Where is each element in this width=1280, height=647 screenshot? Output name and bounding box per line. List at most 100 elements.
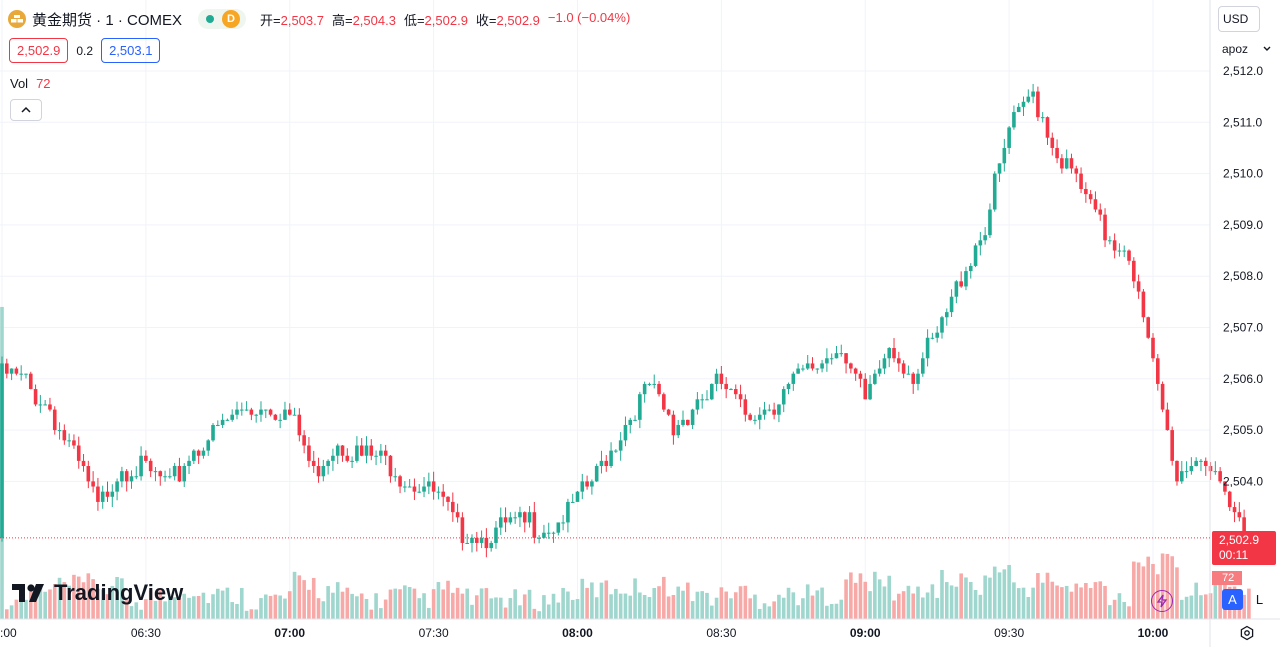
candle-body [863,378,868,400]
candle [115,478,119,501]
volume-bar [498,597,503,619]
volume-bar [954,586,959,619]
candle [1021,96,1026,116]
candle [877,360,882,377]
candle [19,365,23,381]
volume-bar [206,603,211,619]
volume-bar [666,596,671,619]
buy-button[interactable]: 2,503.1 [101,38,161,63]
status-badge: D [222,10,241,28]
candle [738,384,743,407]
candle [43,399,47,406]
volume-bar [196,595,201,619]
candle [273,413,278,421]
candle-body [858,373,863,379]
candle-body [623,424,628,441]
candle-body [455,512,460,518]
candle [887,347,892,368]
candle-body [1218,471,1222,482]
chevron-down-icon [1263,46,1271,51]
volume-bar [1179,599,1184,619]
candle [671,410,676,445]
candle-body [335,445,340,456]
candle [873,369,877,385]
candle-body [144,455,148,461]
candle [1093,191,1098,213]
volume-bar [729,598,733,619]
volume-bar [124,599,129,619]
candle-body [997,163,1002,174]
candle-body [115,481,119,492]
candle-body [1036,91,1040,118]
tradingview-logo[interactable]: TradingView [12,580,183,606]
volume-bar [168,596,172,619]
volume-bar [705,592,709,619]
candle [278,413,282,429]
auto-scale-button[interactable]: A [1222,589,1243,610]
candle-body [954,281,959,297]
candle [714,368,719,392]
sell-button[interactable]: 2,502.9 [9,38,69,63]
candle [829,353,834,365]
candle-body [546,532,551,534]
candle-body [383,450,388,456]
volume-bar [105,594,110,619]
symbol-title[interactable]: 黄金期货 · 1 · COMEX [32,11,183,29]
lightning-button[interactable] [1151,590,1173,612]
candle-body [676,424,681,436]
log-scale-button[interactable]: L [1255,592,1264,607]
candle-body [230,414,234,420]
volume-bar [733,592,738,619]
market-status[interactable]: D [198,9,247,29]
volume-bar [1031,587,1035,619]
volume-bar [988,577,992,619]
candle [9,368,14,381]
candle [1155,354,1160,391]
candle [359,438,364,457]
candle [657,381,661,397]
last-price-value: 2,502.9 [1219,533,1260,547]
volume-bar [163,601,167,619]
candle [614,449,618,453]
currency-button[interactable]: USD [1218,6,1260,32]
candle [781,386,786,413]
candle-body [992,173,997,210]
candle [412,478,417,501]
candle-body [220,419,225,425]
volume-bar [263,594,268,619]
candle [868,375,872,401]
candle [542,524,546,539]
candle [249,407,254,421]
candle [844,353,848,374]
candle [700,393,704,409]
volume-bar [714,597,719,619]
candle-body [849,363,853,369]
y-tick-label: 2,512.0 [1223,64,1263,78]
candle-body [1122,250,1127,252]
volume-bar [268,595,273,619]
volume-bar [311,577,316,619]
chart-settings-button[interactable] [1238,624,1256,642]
candle-body [1151,337,1155,359]
candle [484,528,489,558]
candle-body [968,265,973,272]
candle-body [14,368,19,374]
volume-bar [1112,599,1117,619]
collapse-legend-button[interactable] [10,99,42,121]
candle-body [110,491,115,497]
candle-body [1223,481,1227,492]
scale-menu-button[interactable]: apoz [1218,36,1274,62]
volume-bar [52,584,57,619]
volume-bar [120,578,124,619]
candle [959,271,963,288]
candle [259,401,263,422]
volume-bar [153,600,158,619]
volume-bar [441,589,446,619]
volume-bar [527,589,532,619]
candle-body [825,358,829,364]
candle-body [1074,168,1079,174]
volume-bar [748,598,752,619]
candle-body [585,481,589,487]
candle [805,355,810,370]
